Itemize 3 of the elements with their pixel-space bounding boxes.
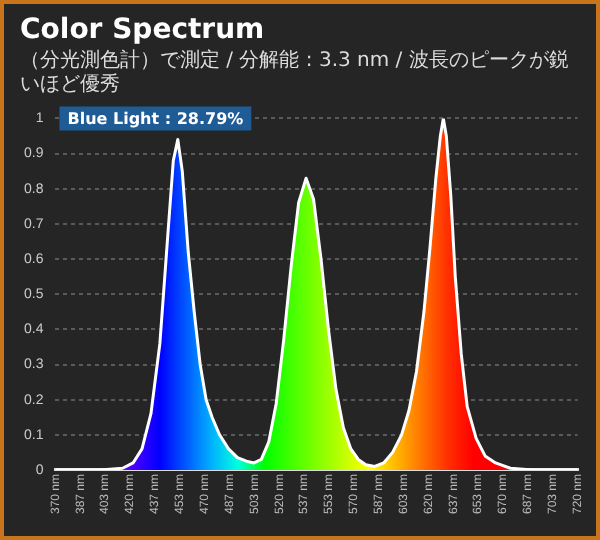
annotation: Blue Light : 28.79% <box>67 109 244 128</box>
chart-subtitle: （分光測色計）で測定 / 分解能 : 3.3 nm / 波長のピークが鋭いほど優秀 <box>20 50 571 98</box>
chart-title: Color Spectrum <box>20 14 267 46</box>
